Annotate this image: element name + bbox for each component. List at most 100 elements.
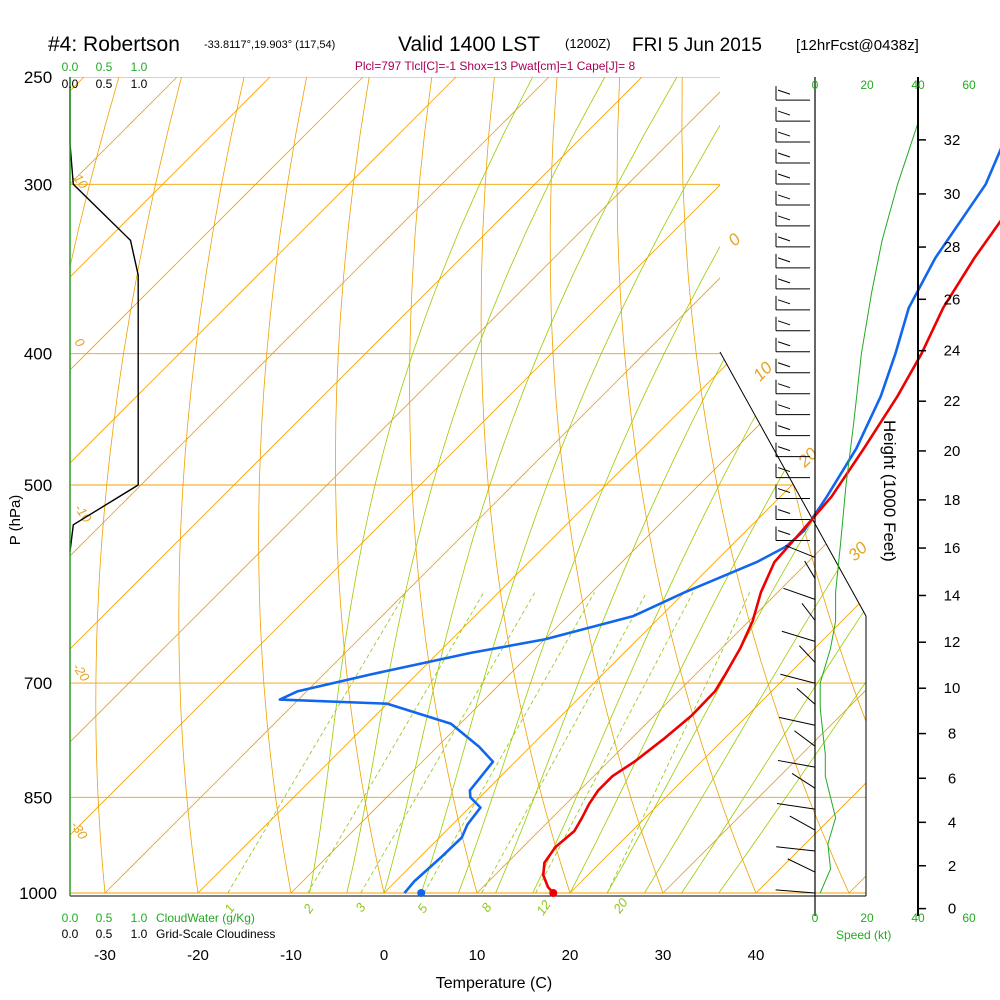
mixing-ratio-label: 12 xyxy=(533,897,554,918)
wind-barb xyxy=(777,759,816,768)
wind-barb xyxy=(785,544,816,558)
cloudiness-label: Grid-Scale Cloudiness xyxy=(156,927,275,941)
wind-barb xyxy=(775,505,810,521)
dry-adiabat-label: -30 xyxy=(68,818,92,843)
mixing-ratio-line xyxy=(481,592,647,894)
moist-adiabat xyxy=(309,77,534,894)
dry-adiabat xyxy=(335,77,385,894)
wind-barb xyxy=(775,211,810,227)
dry-adiabat xyxy=(806,77,866,894)
wind-barb xyxy=(794,730,816,747)
isotherm xyxy=(569,77,866,894)
dry-adiabat xyxy=(409,77,478,894)
cloudwater-label: CloudWater (g/Kg) xyxy=(156,911,255,925)
mixing-ratio-label: 3 xyxy=(352,900,369,915)
pressure-tick-label: 400 xyxy=(24,345,52,364)
height-tick-label: 20 xyxy=(944,443,961,460)
isotherm xyxy=(848,77,866,894)
isotherm xyxy=(70,77,364,894)
moist-adiabat xyxy=(458,77,822,894)
dry-adiabat-label: -20 xyxy=(70,660,94,685)
wind-barb xyxy=(775,400,810,416)
wind-barb xyxy=(775,889,816,894)
mixing-ratio-line xyxy=(606,592,751,894)
bottom-cloudwater-tick: 0.0 xyxy=(62,911,79,925)
dry-adiabat xyxy=(995,77,1000,893)
isotherm xyxy=(70,77,271,894)
pressure-tick-label: 850 xyxy=(24,788,52,807)
wind-barb xyxy=(775,379,810,395)
cloudiness-line xyxy=(69,77,139,552)
wind-barb xyxy=(775,337,810,353)
top-cloudwater-tick: 0.0 xyxy=(62,60,79,74)
height-tick-label: 6 xyxy=(948,770,956,787)
height-tick-label: 4 xyxy=(948,814,956,831)
surface-temperature-marker xyxy=(549,889,558,897)
wind-barb xyxy=(799,645,816,663)
pressure-tick-label: 250 xyxy=(24,68,52,87)
wind-barb xyxy=(775,149,810,164)
wind-barb xyxy=(775,190,810,206)
wind-barb xyxy=(775,358,810,374)
wind-barb xyxy=(776,803,816,810)
mixing-ratio-label: 8 xyxy=(478,900,495,915)
wind-barb xyxy=(796,687,816,705)
mixing-ratio-line xyxy=(535,592,694,894)
dry-adiabat-label: 0 xyxy=(72,335,89,350)
stability-indices: Plcl=797 Tlcl[C]=-1 Shox=13 Pwat[cm]=1 C… xyxy=(355,59,636,73)
height-tick-label: 32 xyxy=(944,132,961,149)
wind-barb xyxy=(775,232,810,248)
height-tick-label: 2 xyxy=(948,858,956,875)
pressure-tick-label: 700 xyxy=(24,674,52,693)
zulu-time: (1200Z) xyxy=(565,36,611,51)
y-axis-label: P (hPa) xyxy=(7,495,24,546)
moist-adiabat xyxy=(569,77,866,894)
mixing-ratio-label: 5 xyxy=(414,901,431,916)
wind-barb xyxy=(775,128,810,143)
pressure-tick-label: 1000 xyxy=(19,884,57,903)
wind-barb xyxy=(775,107,810,122)
bottom-speed-tick: 60 xyxy=(962,911,976,925)
isotherm xyxy=(662,77,866,894)
wind-barb xyxy=(804,560,816,579)
isotherm xyxy=(476,77,866,894)
isotherm-label: 0 xyxy=(724,229,745,250)
station-title: #4: Robertson xyxy=(48,33,180,56)
dry-adiabat xyxy=(178,77,245,894)
height-tick-label: 16 xyxy=(944,540,961,557)
wind-barb xyxy=(775,295,810,311)
moist-adiabat xyxy=(420,77,750,894)
dewpoint-series xyxy=(278,147,1000,894)
bottom-speed-tick: 20 xyxy=(860,911,874,925)
plot-frame xyxy=(70,77,866,896)
pressure-ticks: 250 300 400 500 700 850 1000 xyxy=(19,68,57,903)
isotherm-label: 20 xyxy=(794,444,822,472)
moist-adiabat xyxy=(383,77,678,894)
temperature-tick-label: 40 xyxy=(748,947,765,964)
wind-barb xyxy=(775,442,810,458)
speed-label: Speed (kt) xyxy=(836,928,891,942)
top-cloudiness-tick: 1.0 xyxy=(131,77,148,91)
surface-dewpoint-marker xyxy=(417,889,426,897)
wind-barb xyxy=(783,587,816,600)
wind-barb xyxy=(775,169,810,185)
temperature-tick-label: 20 xyxy=(562,947,579,964)
moist-adiabat xyxy=(718,77,866,894)
height-tick-label: 10 xyxy=(944,680,961,697)
height-tick-label: 12 xyxy=(944,634,961,651)
bottom-speed-tick: 0 xyxy=(812,911,819,925)
temperature-series xyxy=(541,219,1000,894)
pressure-tick-label: 300 xyxy=(24,175,52,194)
bottom-cloudiness-tick: 1.0 xyxy=(131,927,148,941)
height-tick-label: 26 xyxy=(944,291,961,308)
valid-date: FRI 5 Jun 2015 xyxy=(632,35,762,56)
temperature-tick-label: -30 xyxy=(94,947,116,964)
background-grid xyxy=(70,77,1000,894)
wind-barb xyxy=(775,316,810,332)
moist-adiabat xyxy=(681,77,866,894)
height-tick-label: 28 xyxy=(944,239,961,256)
wind-barb xyxy=(775,253,810,269)
wind-barb xyxy=(801,603,816,621)
